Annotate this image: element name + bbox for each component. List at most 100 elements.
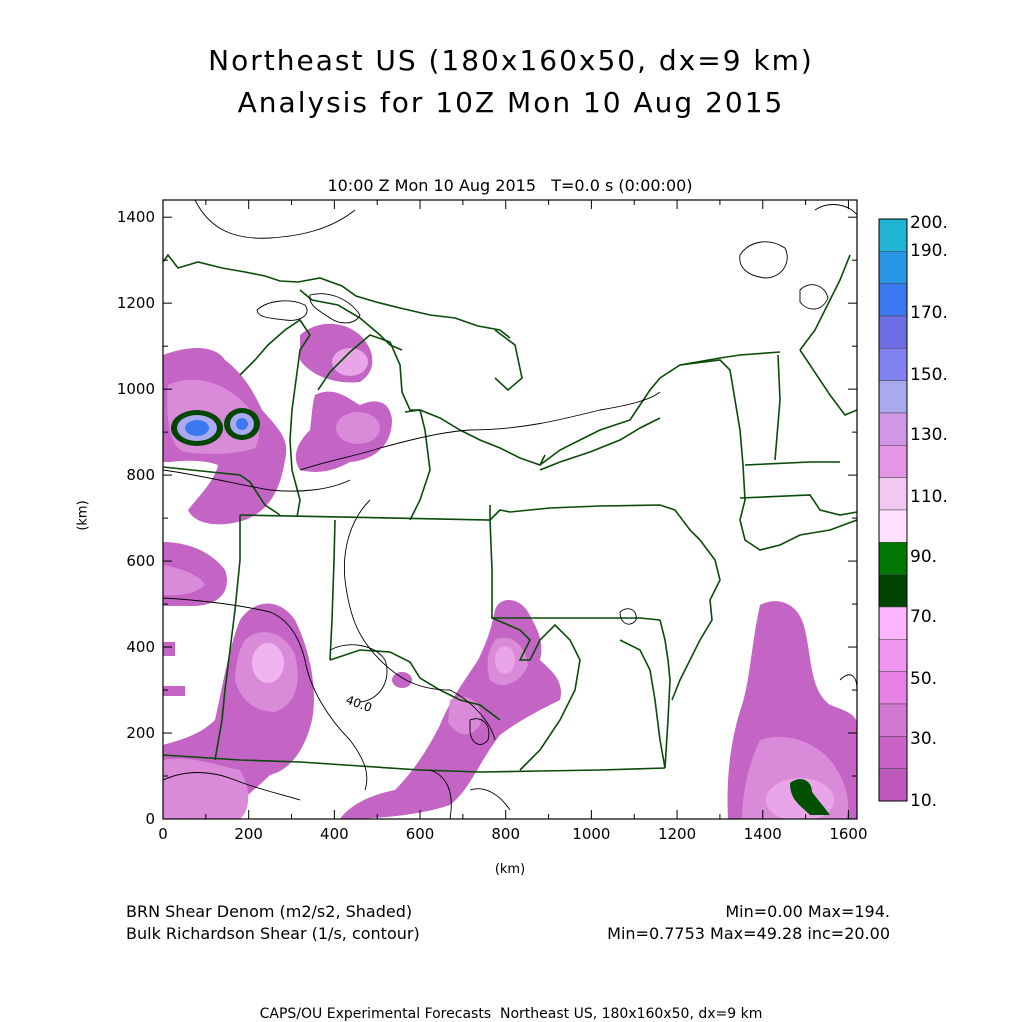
border-nj (689, 539, 721, 661)
border-lake-erie (539, 417, 661, 471)
colorbar-label: 190. (910, 241, 948, 261)
x-tick-label: 0 (158, 825, 168, 843)
y-axis-ticks: 0 200 400 600 800 1000 1200 1400 (117, 208, 857, 828)
x-tick-label: 1000 (572, 825, 610, 843)
border-long-island (739, 499, 857, 551)
colorbar-swatch (878, 348, 908, 381)
border-ohio-river (329, 649, 501, 721)
colorbar-swatch (878, 703, 908, 737)
border-illinois-west (214, 515, 241, 761)
colorbar-swatch (878, 768, 908, 802)
contour-value-label: 40.0 (344, 693, 374, 715)
border-upper-peninsula (299, 289, 403, 351)
contour-line (343, 499, 496, 741)
shade-region-northwest (163, 348, 287, 525)
border-indiana-illinois (329, 519, 336, 661)
border-vt-nh (774, 354, 781, 461)
y-tick-label: 1000 (117, 380, 155, 398)
colorbar-swatch (878, 542, 908, 575)
shade-region-michigan (295, 323, 392, 473)
colorbar-label: 170. (910, 303, 948, 323)
contour-line (299, 391, 661, 471)
border-georgian-bay (494, 329, 523, 392)
shaded-field (163, 323, 857, 819)
border-lake-huron (404, 409, 546, 466)
colorbar-label: 130. (910, 425, 948, 445)
contour-field-minmax: Min=0.7753 Max=49.28 inc=20.00 (607, 924, 890, 943)
colorbar-swatch (878, 509, 908, 543)
contour-line (429, 769, 452, 819)
contour-line (469, 788, 511, 811)
border-michigan-east (317, 334, 431, 521)
colorbar-swatch (878, 639, 908, 672)
shade-region-appalachia (340, 600, 561, 819)
colorbar-swatch (878, 671, 908, 705)
border-chesapeake (619, 639, 666, 769)
x-tick-label: 800 (491, 825, 520, 843)
valid-time-subtitle: 10:00 Z Mon 10 Aug 2015 T=0.0 s (0:00:00… (327, 176, 693, 195)
border-lake-superior-south (163, 253, 511, 339)
border-maine-coast (799, 349, 857, 416)
y-tick-label: 400 (126, 638, 155, 656)
colorbar-swatch (878, 283, 908, 317)
x-axis-label: (km) (494, 862, 526, 877)
shade-region-west-edge (163, 542, 227, 696)
colorbar-swatch (878, 412, 908, 446)
contour-line (194, 200, 356, 239)
x-tick-label: 200 (234, 825, 263, 843)
x-tick-label: 400 (320, 825, 349, 843)
border-wisconsin-south (163, 466, 281, 516)
border-delaware-bay (671, 659, 691, 701)
x-tick-label: 1400 (744, 825, 782, 843)
colorbar-swatch (878, 251, 908, 284)
colorbar-swatch (878, 574, 908, 608)
contour-line (619, 608, 637, 625)
contour-line (163, 469, 351, 492)
colorbar-label: 200. (910, 213, 948, 233)
colorbar-label: 10. (910, 791, 937, 811)
y-tick-label: 1200 (117, 294, 155, 312)
colorbar-swatch (878, 477, 908, 511)
border-ohio-pa (489, 519, 661, 621)
contour-lines (163, 200, 857, 819)
contour-line (256, 300, 308, 321)
colorbar-swatch (878, 606, 908, 640)
x-tick-label: 1200 (658, 825, 696, 843)
contour-line (799, 284, 829, 310)
border-lake-michigan-west (239, 318, 311, 518)
colorbar-swatch (878, 218, 908, 252)
colorbar-frame (878, 218, 908, 802)
y-tick-label: 1400 (117, 208, 155, 226)
y-tick-label: 200 (126, 724, 155, 742)
y-tick-label: 0 (145, 810, 155, 828)
contour-line (839, 674, 857, 691)
map-title-line2: Analysis for 10Z Mon 10 Aug 2015 (237, 86, 785, 119)
colorbar-label: 70. (910, 607, 937, 627)
colorbar-label: 110. (910, 487, 948, 507)
colorbar-swatch (878, 315, 908, 349)
contour-line (329, 644, 388, 703)
colorbar-swatch (878, 380, 908, 414)
border-delmarva (659, 619, 671, 769)
border-wv (491, 617, 581, 771)
plot-frame (162, 199, 858, 820)
x-tick-label: 1600 (829, 825, 867, 843)
footer-credit: CAPS/OU Experimental Forecasts Northeast… (259, 1006, 763, 1022)
y-axis-label: (km) (75, 500, 91, 531)
shade-region-atlantic (727, 601, 857, 819)
colorbar-label: 50. (910, 669, 937, 689)
border-pa-ny (489, 504, 701, 541)
colorbar-label: 90. (910, 547, 937, 567)
shade-region-illinois (163, 603, 412, 819)
contour-line (739, 241, 788, 279)
x-tick-label: 600 (406, 825, 435, 843)
border-ma-south (739, 494, 857, 516)
colorbar-label: 30. (910, 729, 937, 749)
contour-line (814, 204, 857, 216)
colorbar: 200. 190. 170. 150. 130. 110. 90. 70. 50. 30. 10. (878, 213, 948, 811)
map-title-line1: Northeast US (180x160x50, dx=9 km) (208, 44, 814, 77)
contour-line (163, 772, 301, 801)
x-axis-ticks: 0 200 400 600 800 1000 1200 1400 1600 (158, 200, 868, 843)
contour-line (469, 718, 490, 745)
